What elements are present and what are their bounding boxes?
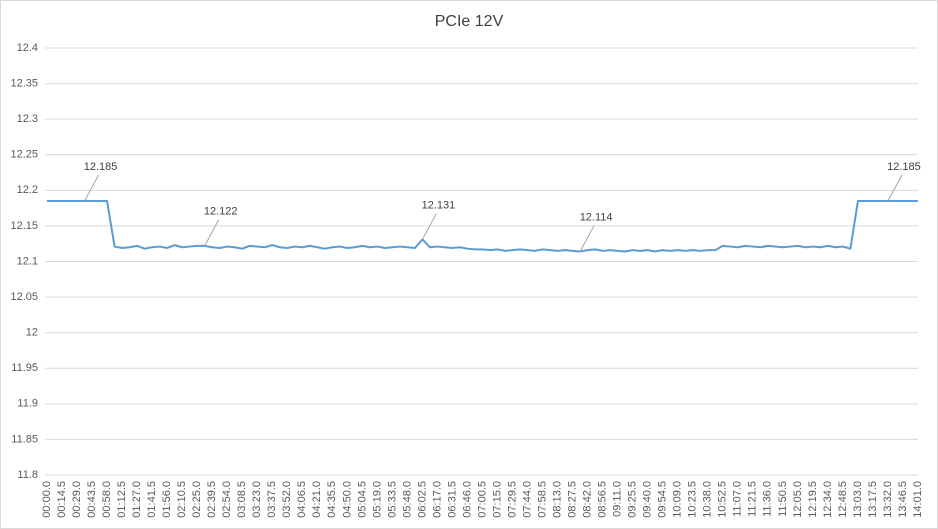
data-label: 12.131 bbox=[422, 199, 456, 211]
x-tick-label: 11:21.5 bbox=[747, 481, 759, 517]
x-tick-label: 13:17.5 bbox=[867, 481, 879, 518]
x-tick-label: 05:33.5 bbox=[386, 481, 398, 518]
x-tick-label: 07:58.5 bbox=[536, 481, 548, 518]
x-tick-label: 07:29.5 bbox=[506, 481, 518, 518]
x-tick-label: 08:27.5 bbox=[567, 481, 579, 518]
x-tick-label: 09:11.0 bbox=[612, 481, 624, 517]
y-tick-label: 12.2 bbox=[17, 184, 38, 196]
x-tick-label: 06:31.5 bbox=[446, 481, 458, 518]
x-tick-label: 10:52.5 bbox=[717, 481, 729, 518]
x-tick-label: 10:09.0 bbox=[672, 481, 684, 518]
x-tick-label: 02:25.0 bbox=[191, 481, 203, 518]
data-label: 12.185 bbox=[887, 161, 921, 173]
x-tick-label: 12:05.0 bbox=[792, 481, 804, 518]
x-tick-label: 08:13.0 bbox=[551, 481, 563, 518]
x-tick-label: 12:48.5 bbox=[837, 481, 849, 518]
x-tick-label: 11:50.5 bbox=[777, 481, 789, 517]
y-tick-label: 12.05 bbox=[10, 291, 38, 303]
x-tick-label: 02:39.5 bbox=[206, 481, 218, 518]
y-tick-label: 12.3 bbox=[17, 113, 38, 125]
y-tick-label: 12.1 bbox=[17, 255, 38, 267]
y-tick-label: 12.35 bbox=[10, 77, 38, 89]
x-tick-label: 00:58.0 bbox=[101, 481, 113, 518]
x-tick-label: 12:19.5 bbox=[807, 481, 819, 518]
x-tick-label: 01:41.5 bbox=[146, 481, 158, 518]
x-tick-label: 11:07.0 bbox=[732, 481, 744, 517]
x-tick-label: 08:42.0 bbox=[582, 481, 594, 518]
y-tick-label: 11.85 bbox=[11, 433, 38, 445]
x-tick-label: 00:29.0 bbox=[71, 481, 83, 518]
x-tick-label: 14:01.0 bbox=[912, 481, 924, 518]
x-tick-label: 11:36.0 bbox=[762, 481, 774, 517]
y-tick-label: 11.95 bbox=[11, 362, 38, 374]
x-tick-label: 00:14.5 bbox=[56, 481, 68, 518]
x-tick-label: 05:04.5 bbox=[356, 481, 368, 518]
data-label: 12.114 bbox=[580, 211, 613, 223]
y-tick-label: 12.4 bbox=[17, 42, 38, 54]
x-tick-label: 01:56.0 bbox=[161, 481, 173, 518]
x-tick-label: 10:23.5 bbox=[687, 481, 699, 518]
x-tick-label: 06:02.5 bbox=[416, 481, 428, 518]
x-tick-label: 03:52.0 bbox=[281, 481, 293, 518]
x-tick-label: 03:23.0 bbox=[251, 481, 263, 518]
x-tick-label: 13:46.5 bbox=[897, 481, 909, 518]
x-tick-label: 03:37.5 bbox=[266, 481, 278, 518]
x-tick-label: 05:19.0 bbox=[371, 481, 383, 518]
x-tick-label: 00:00.0 bbox=[41, 481, 53, 518]
x-tick-label: 04:35.5 bbox=[326, 481, 338, 518]
y-tick-label: 11.9 bbox=[17, 398, 38, 410]
x-tick-label: 09:54.5 bbox=[657, 481, 669, 518]
x-tick-label: 07:15.0 bbox=[491, 481, 503, 518]
leader-line bbox=[204, 219, 220, 247]
x-tick-label: 09:40.0 bbox=[642, 481, 654, 518]
x-tick-label: 13:32.0 bbox=[882, 481, 894, 518]
x-tick-label: 02:10.5 bbox=[176, 481, 188, 518]
y-tick-label: 11.8 bbox=[17, 469, 38, 481]
x-tick-label: 01:12.5 bbox=[116, 481, 128, 518]
x-tick-label: 06:46.0 bbox=[461, 481, 473, 518]
chart-title: PCIe 12V bbox=[435, 13, 504, 30]
x-tick-label: 09:25.5 bbox=[627, 481, 639, 518]
x-tick-label: 06:17.0 bbox=[431, 481, 443, 518]
x-tick-label: 04:50.0 bbox=[341, 481, 353, 518]
x-tick-label: 08:56.5 bbox=[597, 481, 609, 518]
x-tick-label: 07:44.0 bbox=[521, 481, 533, 518]
data-label: 12.122 bbox=[204, 206, 238, 218]
x-tick-label: 01:27.0 bbox=[131, 481, 143, 518]
x-tick-label: 04:06.5 bbox=[296, 481, 308, 518]
x-tick-label: 12:34.0 bbox=[822, 481, 834, 518]
x-tick-label: 04:21.0 bbox=[311, 481, 323, 518]
x-tick-label: 03:08.5 bbox=[236, 481, 248, 518]
y-tick-label: 12.25 bbox=[10, 149, 38, 161]
data-label: 12.185 bbox=[84, 161, 118, 173]
data-line bbox=[47, 200, 918, 253]
x-tick-label: 00:43.5 bbox=[86, 481, 98, 518]
x-tick-label: 02:54.0 bbox=[221, 481, 233, 518]
leader-line bbox=[579, 225, 595, 252]
y-tick-label: 12 bbox=[26, 327, 38, 339]
leader-line bbox=[84, 174, 99, 202]
leader-line bbox=[421, 213, 437, 240]
x-tick-label: 10:38.0 bbox=[702, 481, 714, 518]
x-tick-label: 13:03.0 bbox=[852, 481, 864, 518]
leader-line bbox=[887, 174, 903, 202]
y-tick-label: 12.15 bbox=[10, 220, 38, 232]
x-tick-label: 05:48.0 bbox=[401, 481, 413, 518]
x-tick-label: 07:00.5 bbox=[476, 481, 488, 518]
